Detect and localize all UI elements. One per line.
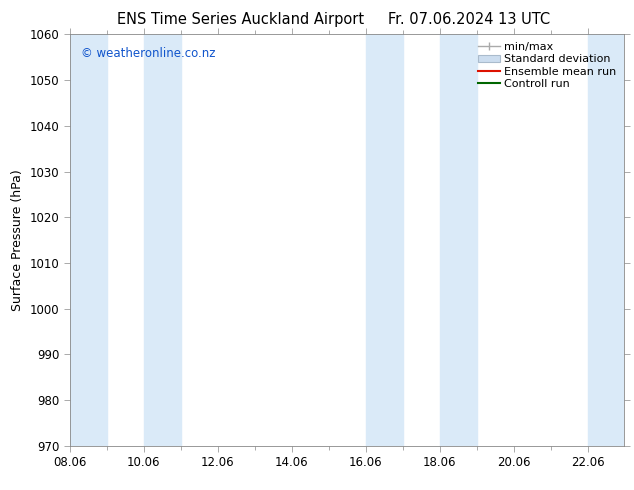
- Text: ENS Time Series Auckland Airport: ENS Time Series Auckland Airport: [117, 12, 365, 27]
- Bar: [70, 34, 107, 446]
- Legend: min/max, Standard deviation, Ensemble mean run, Controll run: min/max, Standard deviation, Ensemble me…: [476, 40, 619, 91]
- Bar: [439, 34, 477, 446]
- Bar: [366, 34, 403, 446]
- Bar: [588, 34, 624, 446]
- Text: Fr. 07.06.2024 13 UTC: Fr. 07.06.2024 13 UTC: [388, 12, 550, 27]
- Text: © weatheronline.co.nz: © weatheronline.co.nz: [81, 47, 216, 60]
- Y-axis label: Surface Pressure (hPa): Surface Pressure (hPa): [11, 169, 24, 311]
- Bar: [144, 34, 181, 446]
